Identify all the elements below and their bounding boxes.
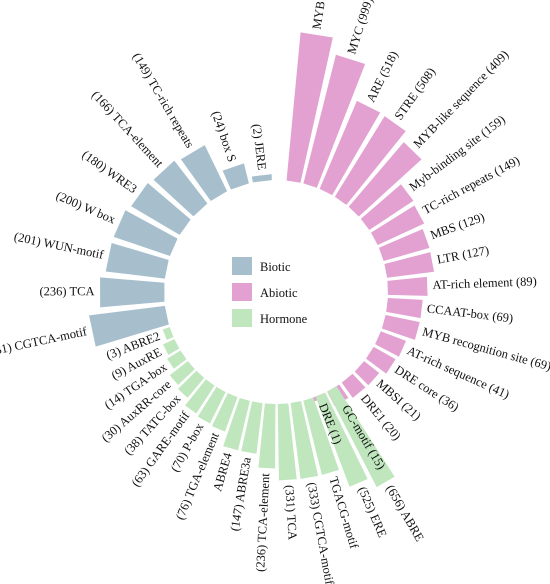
bar-label-hormone-0: (656) ABRE xyxy=(383,482,427,544)
bar-hormone-11 xyxy=(177,370,205,398)
bar-hormone-5 xyxy=(258,403,276,469)
bar-hormone-0 xyxy=(327,386,395,488)
legend-swatch-biotic xyxy=(232,257,252,275)
bar-hormone-12 xyxy=(169,361,195,385)
bar-label-abiotic-9: AT-rich element (89) xyxy=(432,274,537,292)
bar-abiotic-3 xyxy=(334,116,406,205)
bar-abiotic-14 xyxy=(354,361,380,386)
bar-label-abiotic-7: MBS (129) xyxy=(428,210,486,242)
bar-label-hormone-1: (525) ERE xyxy=(355,484,389,539)
legend: Biotic Abiotic Hormone xyxy=(232,257,308,327)
bar-label-abiotic-1: MYC (999) xyxy=(344,0,375,56)
bar-label-biotic-7: (24) box S xyxy=(209,109,239,164)
bar-abiotic-1 xyxy=(303,54,366,188)
bar-abiotic-6 xyxy=(370,205,425,245)
bar-biotic-8 xyxy=(251,174,272,183)
legend-swatch-abiotic xyxy=(232,283,252,301)
bar-label-biotic-4: (180) WRE3 xyxy=(79,148,139,197)
bar-label-abiotic-5: Myb-binding site (159) xyxy=(407,112,508,194)
bar-label-biotic-3: (200) W box xyxy=(54,188,118,227)
bar-hormone-9 xyxy=(197,386,226,424)
bar-label-hormone-6: (147) ABRE3a xyxy=(228,456,254,532)
bar-abiotic-12 xyxy=(375,331,407,357)
bar-abiotic-8 xyxy=(384,252,435,278)
bar-abiotic-11 xyxy=(381,314,420,340)
bar-hormone-2 xyxy=(303,397,339,475)
bar-abiotic-2 xyxy=(319,100,381,196)
bar-label-hormone-2: TGACG-motif xyxy=(326,475,361,551)
legend-label-hormone: Hormone xyxy=(260,312,308,326)
bar-label-abiotic-10: CCAAT-box (69) xyxy=(426,302,514,326)
bar-biotic-1 xyxy=(100,277,165,308)
bars-layer xyxy=(89,32,435,488)
bar-abiotic-5 xyxy=(360,184,414,231)
bar-biotic-4 xyxy=(131,182,191,235)
bar-label-abiotic-0: MYB (1255) xyxy=(310,0,334,30)
bar-abiotic-9 xyxy=(387,276,428,296)
bar-label-biotic-2: (201) WUN-motif xyxy=(13,230,106,262)
bar-abiotic-0 xyxy=(286,32,333,183)
bar-hormone-1 xyxy=(315,392,368,487)
bar-label-abiotic-3: STRE (508) xyxy=(392,65,439,123)
bar-hormone-13 xyxy=(167,350,187,369)
bar-hormone-15 xyxy=(162,327,174,340)
bar-abiotic-10 xyxy=(386,297,423,319)
bar-biotic-7 xyxy=(222,163,249,190)
bar-biotic-6 xyxy=(180,145,228,201)
legend-label-abiotic: Abiotic xyxy=(260,286,298,300)
bar-hormone-6 xyxy=(241,401,263,454)
bar-label-biotic-0: (331) CGTCA-motif xyxy=(0,324,89,359)
bar-label-abiotic-4: MYB-like sequence (409) xyxy=(411,47,512,151)
bar-label-hormone-5: (236) TCA-element xyxy=(253,472,272,572)
bar-hormone-7 xyxy=(223,397,250,451)
bar-label-biotic-1: (236) TCA xyxy=(39,284,94,298)
bar-label-biotic-8: (2) JERE xyxy=(250,123,270,171)
bar-hormone-3 xyxy=(290,401,319,480)
bar-hormone-14 xyxy=(162,339,180,355)
bar-label-hormone-7: ABRE4 xyxy=(210,450,235,493)
bar-abiotic-15 xyxy=(341,373,366,398)
bar-hormone-4 xyxy=(277,403,297,481)
bar-biotic-3 xyxy=(113,210,178,256)
bar-hormone-10 xyxy=(185,379,215,414)
bar-abiotic-7 xyxy=(378,228,430,262)
bar-abiotic-13 xyxy=(365,346,396,374)
bar-biotic-0 xyxy=(89,305,169,347)
bar-label-abiotic-2: ARE (518) xyxy=(364,49,401,105)
bar-hormone-8 xyxy=(212,393,238,432)
legend-swatch-hormone xyxy=(232,309,252,327)
bar-label-hormone-4: (331) TCA xyxy=(282,485,299,541)
bar-label-abiotic-8: LTR (127) xyxy=(436,243,490,267)
bar-biotic-5 xyxy=(153,160,208,217)
bar-abiotic-4 xyxy=(348,142,422,217)
legend-label-biotic: Biotic xyxy=(260,260,291,274)
bar-biotic-2 xyxy=(105,242,169,279)
